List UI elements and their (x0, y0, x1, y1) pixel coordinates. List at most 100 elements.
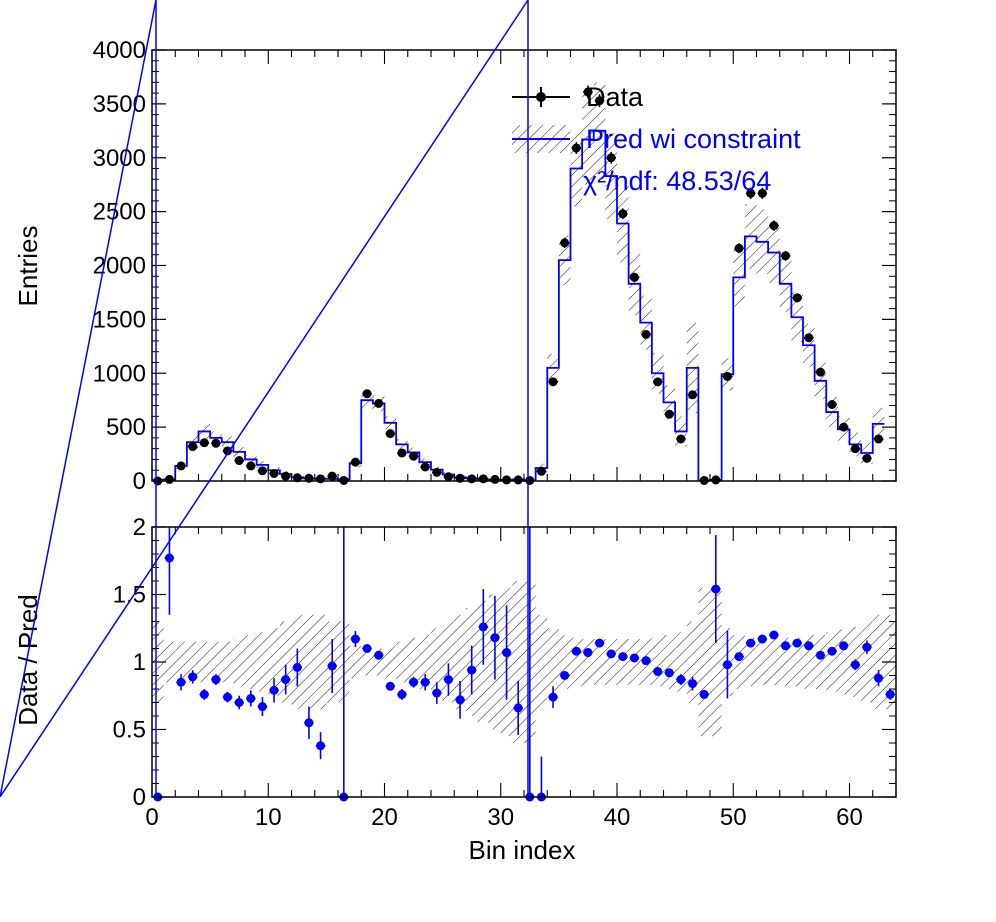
ratio-y-tick-label: 1 (133, 649, 146, 676)
data-point (804, 333, 814, 343)
ratio-band-bin (198, 641, 211, 683)
ratio-band-bin (256, 632, 269, 692)
data-point (281, 471, 291, 481)
y-tick-label: 1000 (93, 360, 146, 387)
ratio-point (443, 675, 453, 685)
ratio-band-bin (570, 637, 583, 687)
data-point (362, 389, 372, 399)
ratio-band-bin (314, 614, 327, 710)
ratio-point (199, 689, 209, 699)
legend-data-label: Data (586, 82, 644, 112)
y-tick-label: 3000 (93, 145, 146, 172)
ratio-band-bin (535, 614, 548, 710)
y-tick-label: 2000 (93, 253, 146, 280)
data-point (548, 377, 558, 387)
ratio-band-bin (651, 637, 664, 687)
ratio-band-bin (547, 628, 559, 696)
ratio-band-bin (663, 635, 676, 689)
y-tick-label: 4000 (93, 37, 146, 64)
ratio-band-bin (361, 648, 373, 676)
y-tick-label: 500 (106, 414, 146, 441)
ratio-band-bin (558, 635, 571, 689)
data-point (385, 429, 395, 439)
data-point (420, 462, 430, 472)
data-point (583, 87, 593, 97)
data-point (827, 399, 837, 409)
ratio-point (792, 638, 802, 648)
x-axis-title: Bin index (469, 835, 576, 865)
ratio-point (606, 649, 616, 659)
legend: Data Pred wi constraint χ²/ndf: 48.53/64 (512, 82, 801, 196)
data-point (269, 468, 279, 478)
ratio-band-bin (803, 635, 815, 689)
ratio-band-bin (744, 637, 757, 687)
x-tick-label: 40 (604, 804, 631, 831)
ratio-band-bin (407, 637, 420, 687)
ratio-point (478, 622, 488, 632)
ratio-band-bin (454, 614, 466, 710)
ratio-point (188, 672, 198, 682)
data-point (606, 153, 616, 163)
x-tick-label: 60 (836, 804, 863, 831)
ratio-point (385, 681, 395, 691)
ratio-band-bin (733, 635, 745, 689)
ratio-band-bin (675, 632, 687, 692)
data-point (502, 475, 512, 485)
ratio-point (304, 718, 314, 728)
data-point (513, 475, 523, 485)
ratio-point (653, 666, 663, 676)
data-point (164, 474, 174, 484)
ratio-point (746, 638, 756, 648)
stray-guide-lines (0, 0, 529, 798)
ratio-point (629, 653, 639, 663)
ratio-band-bin (837, 629, 850, 695)
ratio-band-bin (210, 641, 222, 683)
data-point (850, 444, 860, 454)
data-point (257, 466, 267, 476)
ratio-band-bin (617, 639, 629, 685)
data-point (874, 434, 884, 444)
data-point (629, 272, 639, 282)
data-point (595, 96, 605, 106)
ratio-point (618, 652, 628, 662)
ratio-band-bin (582, 639, 594, 685)
ratio-point (513, 703, 523, 713)
ratio-point (409, 677, 419, 687)
ratio-point (327, 661, 337, 671)
ratio-y-axis: 0 0.5 1 1.5 2 (113, 514, 896, 811)
y-tick-label: 2500 (93, 199, 146, 226)
ratio-band-bin (826, 632, 838, 692)
ratio-point (292, 662, 302, 672)
ratio-band-bin (605, 639, 617, 685)
ratio-band-bin (268, 628, 280, 696)
ratio-point (234, 698, 244, 707)
ratio-point (874, 673, 884, 683)
data-point (397, 448, 407, 458)
ratio-point (722, 660, 732, 670)
data-point (432, 467, 442, 477)
data-point (374, 398, 384, 408)
stray-diagonal-left (0, 0, 157, 798)
ratio-uncertainty-band (152, 581, 896, 743)
data-point (292, 473, 302, 483)
data-point (688, 390, 698, 400)
ratio-band-bin (593, 639, 606, 685)
legend-chi2-label: χ²/ndf: 48.53/64 (583, 166, 771, 196)
ratio-point (420, 677, 430, 687)
data-point (722, 371, 732, 381)
ratio-band-bin (814, 635, 827, 689)
ratio-band-bin (698, 587, 710, 737)
ratio-point (455, 695, 465, 705)
x-tick-label: 20 (371, 804, 398, 831)
ratio-point (211, 675, 221, 685)
ratio-band-bin (233, 637, 245, 687)
ratio-y-tick-label: 2 (133, 514, 146, 541)
ratio-point (397, 689, 407, 699)
ratio-band-bin (779, 637, 792, 687)
ratio-point (548, 692, 558, 702)
ratio-band-bin (372, 648, 385, 676)
data-point (862, 453, 872, 463)
data-point (467, 474, 477, 484)
